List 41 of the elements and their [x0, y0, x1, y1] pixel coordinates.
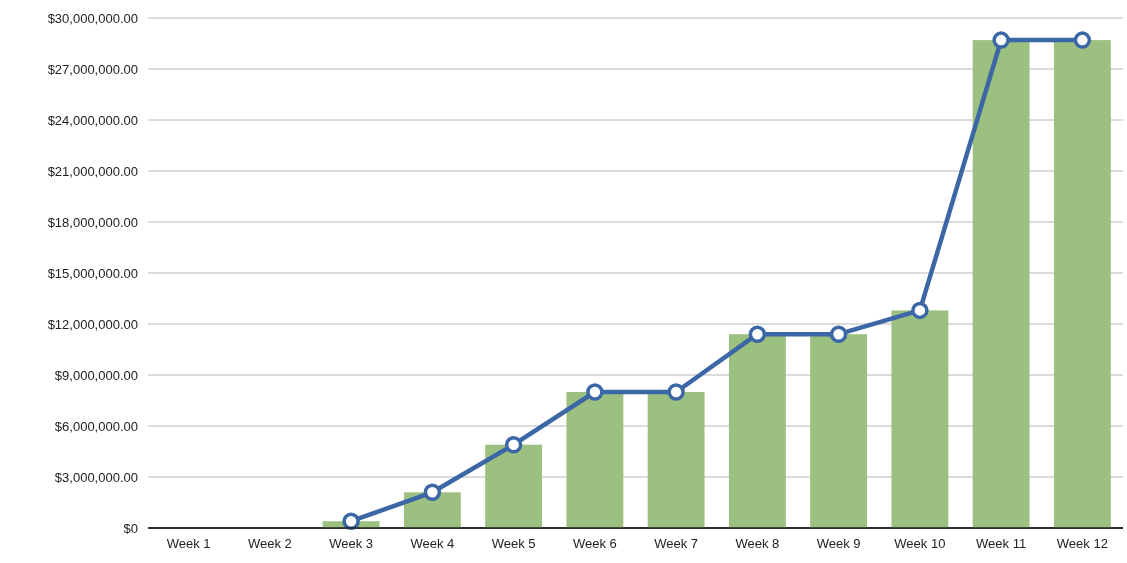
y-tick-label: $21,000,000.00: [47, 163, 138, 179]
x-tick-label: Week 7: [654, 536, 699, 551]
point: [504, 435, 523, 454]
y-tick-label: $30,000,000.00: [47, 10, 138, 26]
bar: [891, 310, 949, 528]
x-tick-label: Week 4: [410, 536, 455, 551]
point: [342, 512, 360, 530]
x-tick-label: Week 10: [894, 536, 946, 551]
x-tick-label: Week 1: [166, 536, 211, 551]
y-tick-label: $24,000,000.00: [47, 112, 138, 128]
x-tick-label: Week 5: [491, 536, 536, 551]
point: [748, 325, 767, 343]
bar: [485, 444, 543, 528]
y-tick-label: $12,000,000.00: [47, 316, 138, 332]
bar: [810, 334, 868, 528]
y-tick-label: $15,000,000.00: [47, 265, 138, 281]
point: [423, 483, 442, 502]
y-tick-label: $18,000,000.00: [47, 214, 138, 230]
bar: [566, 392, 624, 528]
bar: [728, 334, 786, 528]
y-tick-label: $27,000,000.00: [47, 61, 138, 77]
y-tick-label: $9,000,000.00: [54, 367, 138, 383]
point: [829, 325, 848, 343]
point: [586, 383, 604, 401]
x-tick-label: Week 2: [247, 536, 292, 551]
bar: [647, 392, 705, 528]
x-tick-label: Week 12: [1056, 536, 1108, 551]
x-tick-label: Week 9: [816, 536, 861, 551]
point: [911, 301, 929, 320]
x-tick-label: Week 11: [976, 536, 1027, 551]
y-tick-label: $3,000,000.00: [54, 469, 138, 485]
bar: [1053, 40, 1111, 528]
x-tick-label: Week 3: [329, 536, 374, 551]
point: [667, 383, 685, 401]
bar: [972, 40, 1030, 528]
y-tick-label: $6,000,000.00: [54, 418, 138, 434]
point: [992, 31, 1010, 49]
x-tick-label: Week 8: [735, 536, 780, 551]
point: [1073, 31, 1092, 49]
x-tick-label: Week 6: [572, 536, 617, 551]
y-tick-label: $0: [123, 520, 138, 536]
